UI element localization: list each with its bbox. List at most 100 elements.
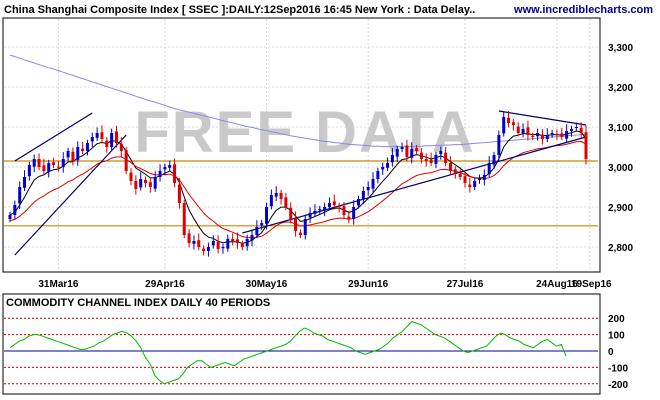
candle bbox=[327, 197, 331, 211]
candle bbox=[579, 122, 583, 138]
date-axis: 31Mar16 29Apr16 30May16 29Jun16 27Jul16 24Aug… bbox=[38, 279, 612, 290]
candle bbox=[584, 125, 588, 165]
candle bbox=[18, 181, 22, 209]
moving-average-mid bbox=[9, 140, 587, 239]
candle bbox=[497, 130, 501, 161]
candle bbox=[313, 204, 317, 217]
candle bbox=[487, 156, 491, 178]
candle bbox=[37, 153, 41, 171]
candle bbox=[410, 142, 414, 164]
cci-line bbox=[9, 320, 567, 385]
candle bbox=[337, 202, 341, 213]
candle bbox=[284, 193, 288, 211]
trendline bbox=[498, 110, 587, 126]
candle bbox=[560, 127, 564, 141]
price-gridlines bbox=[4, 19, 598, 271]
candle bbox=[240, 240, 244, 251]
candle bbox=[260, 219, 264, 230]
candle bbox=[32, 154, 36, 173]
candle bbox=[453, 166, 457, 179]
candle bbox=[177, 177, 181, 209]
candle bbox=[400, 142, 404, 153]
price-tick-label: 3,200 bbox=[608, 83, 633, 94]
trendline bbox=[14, 112, 93, 162]
candle bbox=[206, 242, 210, 257]
candle bbox=[516, 122, 520, 137]
candle bbox=[27, 161, 31, 181]
cci-tick-label: 0 bbox=[608, 347, 614, 358]
candle bbox=[81, 141, 85, 155]
candle bbox=[458, 169, 462, 181]
candle bbox=[536, 128, 540, 141]
candle bbox=[390, 148, 394, 167]
candle bbox=[521, 123, 525, 138]
cci-tick-label: 100 bbox=[608, 331, 625, 342]
candle bbox=[216, 235, 220, 254]
candle bbox=[357, 195, 361, 209]
candle bbox=[8, 211, 12, 223]
cci-tick-label: -200 bbox=[608, 380, 628, 391]
candle bbox=[119, 137, 123, 157]
candle bbox=[269, 189, 273, 210]
price-tick-label: 3,100 bbox=[608, 123, 633, 134]
candle bbox=[424, 153, 428, 167]
candle bbox=[56, 161, 60, 172]
date-tick-label: 29Apr16 bbox=[145, 279, 185, 290]
candle bbox=[473, 177, 477, 191]
cci-line-group bbox=[9, 320, 567, 385]
candle bbox=[545, 128, 549, 143]
candle bbox=[371, 172, 375, 192]
candle bbox=[144, 176, 148, 188]
candle bbox=[274, 186, 278, 201]
price-panel bbox=[2, 17, 601, 273]
candle bbox=[226, 234, 230, 252]
candle bbox=[95, 127, 99, 141]
candle bbox=[502, 111, 506, 137]
candle bbox=[139, 172, 143, 191]
candle bbox=[134, 175, 138, 195]
date-tick-label: 31Mar16 bbox=[38, 279, 78, 290]
date-tick-label: 19Sep16 bbox=[571, 279, 612, 290]
candle bbox=[352, 200, 356, 225]
candle bbox=[478, 174, 482, 184]
candle bbox=[187, 229, 191, 248]
trendline bbox=[242, 136, 587, 234]
candle bbox=[182, 199, 186, 239]
candle bbox=[47, 159, 51, 178]
candle bbox=[381, 162, 385, 175]
candle bbox=[555, 129, 559, 140]
chart-title: China Shanghai Composite Index [ SSEC ]:… bbox=[4, 4, 475, 16]
cci-axis: 200 100 0 -100 -200 bbox=[608, 314, 628, 391]
candle bbox=[361, 186, 365, 205]
candle bbox=[376, 167, 380, 184]
date-tick-label: 24Aug16 bbox=[536, 279, 578, 290]
price-tick-label: 2,900 bbox=[608, 203, 633, 214]
candle bbox=[279, 189, 283, 205]
candle bbox=[569, 125, 573, 137]
price-tick-label: 3,000 bbox=[608, 163, 633, 174]
candle bbox=[110, 128, 114, 151]
candle bbox=[395, 145, 399, 163]
candle bbox=[323, 202, 327, 217]
candle bbox=[565, 124, 569, 143]
date-tick-label: 29Jun16 bbox=[348, 279, 388, 290]
candle bbox=[42, 158, 46, 176]
candle bbox=[221, 243, 225, 254]
candle bbox=[347, 211, 351, 224]
candle bbox=[429, 152, 433, 167]
candle bbox=[342, 201, 346, 219]
candle bbox=[289, 202, 293, 224]
candle bbox=[23, 170, 27, 191]
candle bbox=[197, 233, 201, 251]
candle bbox=[76, 141, 80, 166]
candle bbox=[448, 156, 452, 176]
candle bbox=[129, 168, 133, 186]
candle bbox=[255, 220, 259, 239]
candle bbox=[332, 194, 336, 210]
candle bbox=[245, 234, 249, 251]
candle bbox=[574, 122, 578, 131]
candle bbox=[71, 147, 75, 166]
site-url: www.incrediblecharts.com bbox=[513, 4, 653, 16]
candle bbox=[211, 235, 215, 249]
